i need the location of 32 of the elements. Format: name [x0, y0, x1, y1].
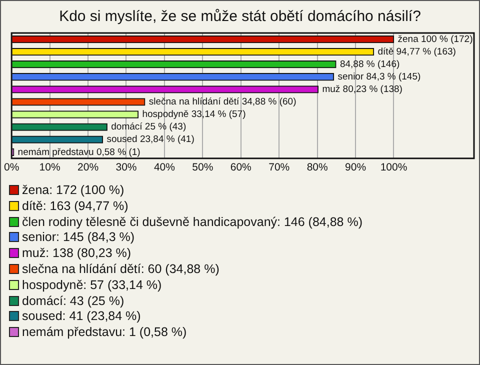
- x-tick-label: 60%: [230, 162, 252, 174]
- data-label: domácí 25 % (43): [111, 122, 186, 133]
- text: nemám představu: 1 (0,58 %): [21, 325, 188, 341]
- x-tick-label: 90%: [345, 162, 366, 174]
- text: hospodyně: 57 (33,14 %): [21, 278, 163, 294]
- x-tick-label: 0%: [4, 162, 20, 174]
- data-label: dítě 94,77 % (163): [378, 46, 456, 58]
- x-tick-label: 70%: [268, 162, 290, 174]
- x-tick-label: 10%: [39, 162, 60, 174]
- text: člen rodiny tělesně či duševně handicapovaný: 146 (84,88 %): [21, 214, 362, 230]
- data-label: slečna na hlídání dětí 34,88 % (60): [148, 96, 296, 108]
- x-tick-label: 50%: [192, 162, 214, 174]
- text: žena: 172 (100 %): [21, 183, 126, 199]
- x-tick-label: 20%: [78, 162, 99, 174]
- data-label: senior 84,3 % (145): [338, 72, 421, 83]
- data-label: žena 100 % (172): [398, 34, 473, 45]
- text: muž: 138 (80,23 %): [21, 246, 132, 262]
- text: slečna na hlídání dětí: 60 (34,88 %): [21, 262, 220, 278]
- x-tick-label: 40%: [154, 162, 175, 174]
- data-label: nemám představu 0,58 % (1): [18, 146, 140, 158]
- x-tick-label: 30%: [116, 162, 137, 174]
- text: soused: 41 (23,84 %): [21, 309, 142, 326]
- x-tick-label: 80%: [306, 162, 328, 174]
- chart-title: Kdo si myslíte, že se může stát obětí domácího násilí?: [58, 8, 422, 25]
- text: senior: 145 (84,3 %): [21, 230, 136, 246]
- data-label: muž 80,23 % (138): [322, 84, 402, 96]
- data-label: 84,88 % (146): [340, 58, 400, 70]
- data-label: soused 23,84 % (41): [106, 134, 194, 146]
- data-label: hospodyně 33,14 % (57): [142, 109, 246, 120]
- x-tick-label: 100%: [380, 162, 408, 174]
- text: domácí: 43 (25 %): [21, 294, 126, 310]
- text: dítě: 163 (94,77 %): [21, 198, 130, 215]
